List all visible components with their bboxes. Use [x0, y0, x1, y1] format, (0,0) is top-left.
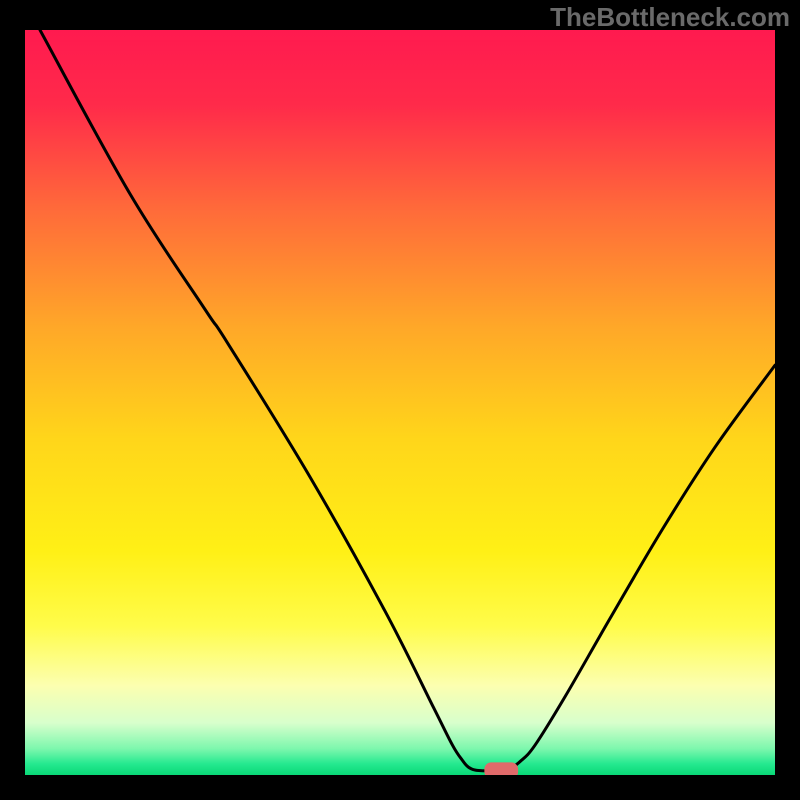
- chart-frame: TheBottleneck.com: [0, 0, 800, 800]
- watermark-text: TheBottleneck.com: [550, 2, 790, 33]
- gradient-background: [25, 30, 775, 775]
- bottleneck-curve-chart: [25, 30, 775, 775]
- optimal-marker: [484, 762, 518, 775]
- plot-area: [25, 30, 775, 775]
